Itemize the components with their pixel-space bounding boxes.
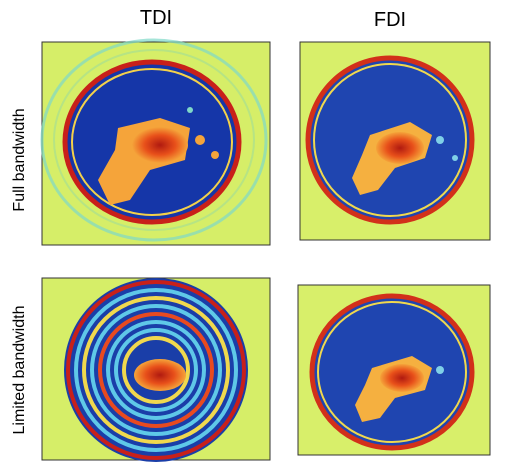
image-panel xyxy=(297,284,491,456)
image-panel xyxy=(299,41,491,241)
column-title: FDI xyxy=(374,9,406,31)
row-label: Full bandwidth xyxy=(11,108,28,211)
column-title: TDI xyxy=(140,7,172,29)
row-label: Limited bandwidth xyxy=(11,306,28,435)
image-panel xyxy=(40,38,271,246)
image-panel xyxy=(41,277,271,462)
